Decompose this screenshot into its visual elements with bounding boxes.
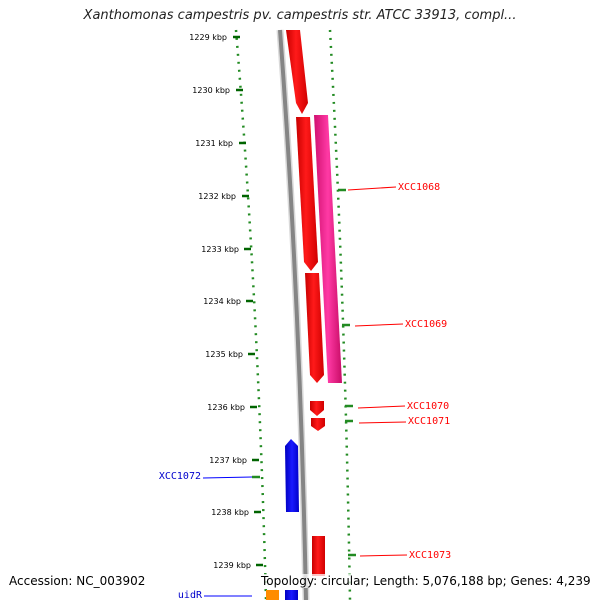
ruler-label: 1237 kbp xyxy=(209,456,247,465)
genome-backbone-core xyxy=(278,29,308,600)
leader-line xyxy=(357,405,406,409)
ruler: 1229 kbp 1230 kbp 1231 kbp 1232 kbp 1233… xyxy=(189,33,263,570)
dotted-track-left xyxy=(234,29,268,600)
leader-line xyxy=(354,323,404,327)
ruler-label: 1238 kbp xyxy=(211,508,249,517)
gene-xcc1071[interactable] xyxy=(311,418,325,431)
ruler-label: 1239 kbp xyxy=(213,561,251,570)
gene-xcc1068[interactable] xyxy=(296,117,318,271)
leader-line xyxy=(358,421,407,424)
map-title: Xanthomonas campestris pv. campestris st… xyxy=(83,8,517,23)
ruler-label: 1235 kbp xyxy=(205,350,243,359)
dotted-track-right xyxy=(328,29,352,600)
gene-xcc1069[interactable] xyxy=(305,273,324,383)
ruler-label: 1231 kbp xyxy=(195,139,233,148)
label-uidr[interactable]: uidR xyxy=(178,590,203,600)
features xyxy=(266,30,342,600)
label-xcc1071[interactable]: XCC1071 xyxy=(408,416,450,427)
gene-xcc1072[interactable] xyxy=(285,439,299,512)
leader-line xyxy=(359,554,408,557)
genome-summary-text: Topology: circular; Length: 5,076,188 bp… xyxy=(261,574,591,588)
ruler-label: 1232 kbp xyxy=(198,192,236,201)
ruler-label: 1233 kbp xyxy=(201,245,239,254)
ruler-label: 1230 kbp xyxy=(192,86,230,95)
ruler-label: 1236 kbp xyxy=(207,403,245,412)
leader-line xyxy=(202,476,253,479)
gene-uidr[interactable] xyxy=(285,590,298,600)
gene-xcc1073[interactable] xyxy=(312,536,325,576)
gene-top-red[interactable] xyxy=(286,30,308,114)
label-xcc1073[interactable]: XCC1073 xyxy=(409,550,451,561)
gene-orange-stub[interactable] xyxy=(266,590,279,600)
gene-labels: XCC1068 XCC1069 XCC1070 XCC1071 XCC1072 … xyxy=(159,182,451,600)
gene-xcc1070[interactable] xyxy=(310,401,324,416)
label-xcc1072[interactable]: XCC1072 xyxy=(159,471,201,482)
ruler-label: 1234 kbp xyxy=(203,297,241,306)
label-xcc1070[interactable]: XCC1070 xyxy=(407,401,449,412)
ruler-label: 1229 kbp xyxy=(189,33,227,42)
label-xcc1068[interactable]: XCC1068 xyxy=(398,182,440,193)
leader-line xyxy=(347,186,397,191)
label-xcc1069[interactable]: XCC1069 xyxy=(405,319,447,330)
accession-text: Accession: NC_003902 xyxy=(9,574,146,588)
gene-xcc1068-feature[interactable] xyxy=(314,115,342,383)
